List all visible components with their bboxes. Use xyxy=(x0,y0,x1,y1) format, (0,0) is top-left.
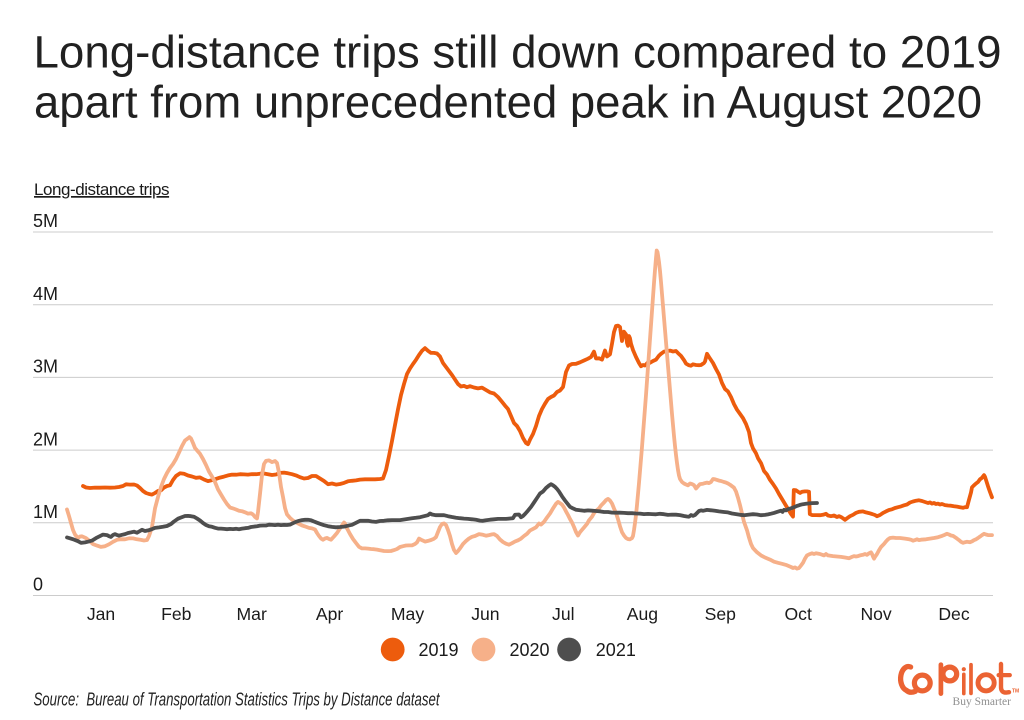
svg-text:TM: TM xyxy=(1012,688,1019,694)
svg-text:Nov: Nov xyxy=(860,604,891,624)
svg-text:2M: 2M xyxy=(33,429,58,449)
svg-text:Jul: Jul xyxy=(552,604,575,624)
svg-text:Long-distance trips still down: Long-distance trips still down compared … xyxy=(34,27,1002,78)
svg-text:3M: 3M xyxy=(33,357,58,377)
svg-text:0: 0 xyxy=(33,575,43,595)
svg-text:5M: 5M xyxy=(33,211,58,231)
svg-text:Source: Bureau of Transportat: Source: Bureau of Transportation Statist… xyxy=(34,690,441,710)
svg-text:apart from unprecedented peak: apart from unprecedented peak in August … xyxy=(34,77,982,128)
svg-text:Apr: Apr xyxy=(316,604,344,624)
svg-text:Aug: Aug xyxy=(627,604,658,624)
svg-text:Dec: Dec xyxy=(938,604,969,624)
svg-text:Jan: Jan xyxy=(87,604,115,624)
svg-text:May: May xyxy=(391,604,424,624)
svg-text:1M: 1M xyxy=(33,502,58,522)
svg-text:Mar: Mar xyxy=(237,604,267,624)
svg-text:Oct: Oct xyxy=(785,604,812,624)
svg-text:Buy Smarter: Buy Smarter xyxy=(953,696,1012,708)
svg-text:2020: 2020 xyxy=(510,640,550,660)
svg-text:2021: 2021 xyxy=(596,640,636,660)
svg-text:Jun: Jun xyxy=(471,604,499,624)
svg-text:Feb: Feb xyxy=(161,604,192,624)
svg-text:Long-distance trips: Long-distance trips xyxy=(34,180,169,199)
svg-text:4M: 4M xyxy=(33,284,58,304)
svg-text:Sep: Sep xyxy=(705,604,737,624)
svg-text:2019: 2019 xyxy=(419,640,459,660)
